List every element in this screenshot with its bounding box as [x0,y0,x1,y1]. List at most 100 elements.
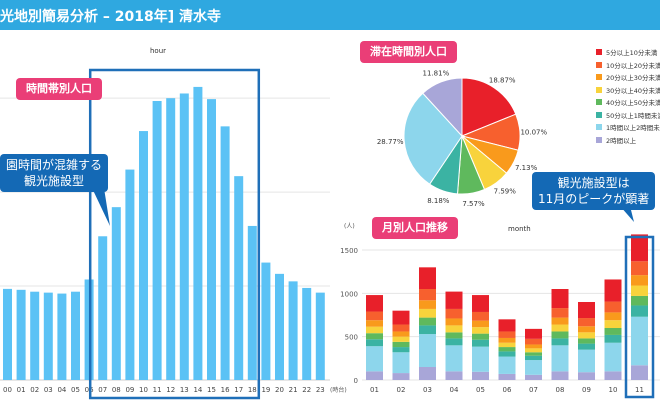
hourly-bar [288,281,298,380]
hourly-bar [3,288,12,380]
legend-swatch [596,124,602,131]
monthly-bar-segment [604,312,622,321]
pie-data-label: 18.87% [489,77,516,85]
monthly-bar-segment [498,351,516,357]
hourly-tick-label: 07 [98,386,107,394]
monthly-ytick-label: 0 [354,377,358,385]
monthly-bar-segment [366,339,383,347]
monthly-ytick-label: 1000 [340,290,358,298]
pie-data-label: 28.77% [377,138,404,146]
hourly-bar [275,273,284,380]
monthly-bar-segment [498,337,516,343]
hourly-bar [139,131,148,380]
hourly-tick-label: 17 [234,386,243,394]
monthly-bar-segment [419,317,436,326]
monthly-tick-label: 05 [476,386,485,394]
hourly-bar [125,169,135,380]
monthly-bar-segment [472,339,489,347]
monthly-callout-line: 観光施設型は [557,176,630,190]
hourly-bar [98,236,108,380]
monthly-bar-segment [631,275,648,286]
monthly-tick-label: 03 [423,386,432,394]
monthly-bar-segment [631,365,648,380]
pie-slice [403,92,463,185]
monthly-bar-segment [472,295,489,312]
monthly-bar-segment [472,333,489,340]
hourly-highlight-box [88,68,261,400]
legend-item: 10分以上20分未満 [596,59,660,72]
legend-item: 5分以上10分未満 [596,46,660,59]
monthly-bar-segment [392,341,410,348]
monthly-bar-segment [498,342,516,348]
hourly-bar [302,287,312,380]
hourly-tick-label: 00 [3,386,12,394]
hourly-bar [234,176,244,380]
pie-data-label: 7.59% [494,188,517,196]
legend-item: 30分以上40分未満 [596,84,660,97]
hourly-callout-line: 観光施設型 [24,174,85,188]
monthly-tick-label: 04 [450,386,459,394]
monthly-bar-segment [472,371,489,380]
monthly-section-label: 月別人口推移 [372,217,458,239]
hourly-bar [179,93,189,380]
monthly-bar-segment [578,372,595,380]
monthly-bar-segment [604,328,622,335]
pie-data-label: 7.57% [462,200,485,208]
page-header: 光地別簡易分析 – 2018年] 清水寺 [0,0,660,30]
monthly-bar-segment [366,333,383,340]
pie-data-label: 11.81% [423,70,450,78]
monthly-bar-segment [604,371,622,380]
monthly-y-unit: (人) [344,223,355,230]
hourly-bar [247,225,257,380]
monthly-bar-segment [578,326,595,333]
monthly-bar-segment [419,289,436,301]
monthly-bar-segment [578,318,595,327]
monthly-bar-segment [525,374,542,380]
monthly-bar-segment [445,338,463,346]
monthly-bar-segment [392,352,410,374]
monthly-bar-segment [392,324,410,332]
legend-label: 20分以上30分未満 [606,74,660,83]
monthly-bar-segment [525,344,542,349]
monthly-bar-segment [419,300,436,309]
monthly-bar-segment [551,308,569,318]
monthly-bar-segment [472,346,489,372]
monthly-ytick-label: 500 [345,334,358,342]
monthly-tick-label: 08 [556,386,565,394]
hourly-callout-line: 園時間が混雑する [6,158,103,172]
hour-axis-unit: (時台) [330,387,347,394]
monthly-bar-segment [604,342,622,372]
hourly-bar [220,126,230,380]
hourly-tick-label: 08 [112,386,121,394]
hourly-tick-label: 11 [153,386,162,394]
legend-swatch [596,99,602,106]
hourly-tick-label: 15 [207,386,216,394]
hourly-tick-label: 16 [221,386,230,394]
monthly-bar-segment [604,320,622,328]
monthly-bar-segment [525,338,542,345]
monthly-bar-segment [392,331,410,337]
hourly-tick-label: 05 [71,386,80,394]
monthly-bar-segment [551,371,569,380]
hourly-tick-label: 02 [30,386,39,394]
monthly-bar-segment [578,302,595,319]
monthly-bar-segment [525,352,542,356]
monthly-bar-segment [551,345,569,372]
monthly-bar-segment [525,328,542,339]
legend-item: 1時間以上2時間未満 [596,121,660,134]
legend-swatch [596,86,602,93]
monthly-bar-segment [445,332,463,339]
pie-slice [422,77,463,138]
legend-item: 20分以上30分未満 [596,71,660,84]
hourly-tick-label: 20 [275,386,284,394]
monthly-bar-segment [525,355,542,361]
monthly-bar-segment [392,347,410,353]
monthly-bar-segment [445,308,463,319]
legend-swatch [596,61,602,68]
legend-label: 30分以上40分未満 [606,86,660,95]
monthly-bar-segment [366,311,383,321]
hourly-chart-title: hour [150,47,167,55]
monthly-callout: 観光施設型は 11月のピークが顕著 [532,172,656,210]
monthly-bar-segment [445,291,463,309]
hourly-tick-label: 04 [57,386,66,394]
